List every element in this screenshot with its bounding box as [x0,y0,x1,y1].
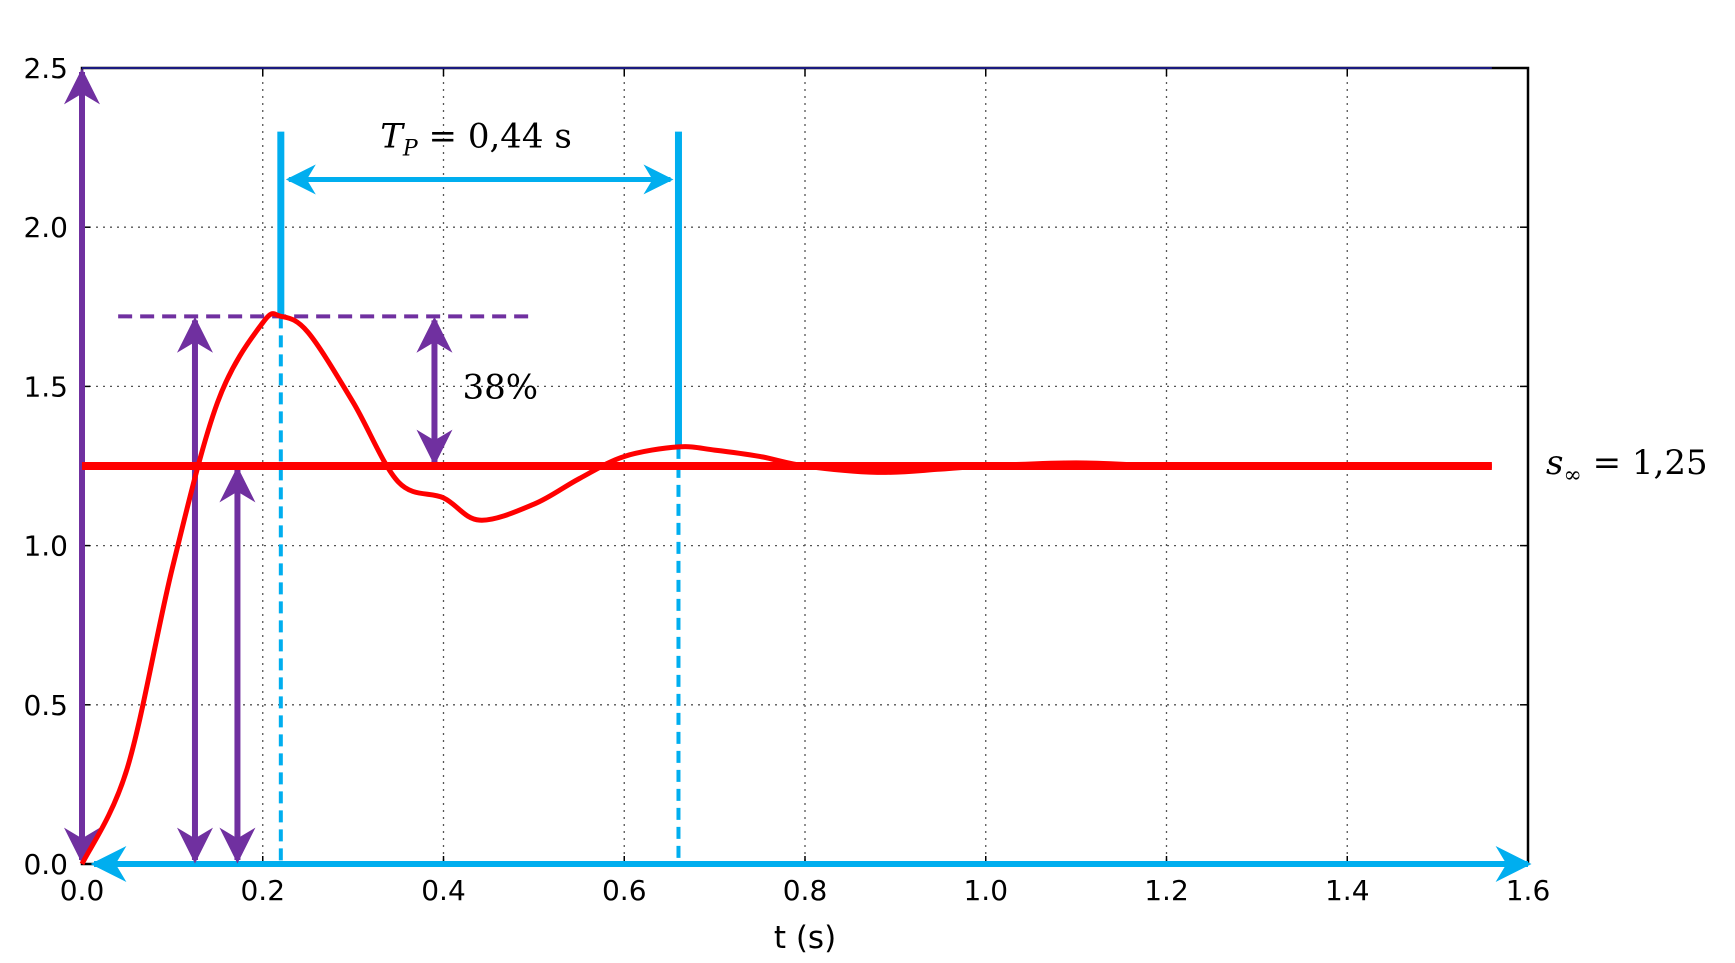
x-tick-label: 1.6 [1506,874,1551,907]
x-tick-label: 0.8 [783,874,828,907]
x-tick-label: 1.0 [963,874,1008,907]
y-tick-label: 2.0 [23,211,68,244]
steady-state-label: s∞ = 1,25 [1546,443,1708,488]
peak-time-label-sub: P [402,137,419,162]
peak-time-label: TP = 0,44 s [380,117,572,162]
overshoot-label: 38% [462,367,538,407]
annotations [64,67,1532,882]
x-tick-label: 0.6 [602,874,647,907]
series [79,311,1492,866]
steady-state-label-rest: = 1,25 [1582,443,1708,483]
x-tick-label: 1.4 [1325,874,1370,907]
x-tick-label: 0.4 [421,874,466,907]
x-axis-title: t (s) [774,920,836,956]
steady-state-label-sub: ∞ [1563,463,1581,488]
y-tick-label: 1.5 [23,370,68,403]
y-tick-label: 0.5 [23,689,68,722]
steady-state-label-var: s [1546,443,1563,483]
y-axis-ticks: 0.0 0.5 1.0 1.5 2.0 2.5 [23,52,1528,881]
y-tick-label: 0.0 [23,848,68,881]
y-tick-label: 1.0 [23,530,68,563]
peak-time-label-rest: = 0,44 s [418,117,572,157]
response-curve-1 [79,311,1492,866]
y-tick-label: 2.5 [23,52,68,85]
x-tick-label: 0.2 [240,874,285,907]
peak-time-label-var: T [380,117,405,157]
x-tick-label: 1.2 [1144,874,1189,907]
